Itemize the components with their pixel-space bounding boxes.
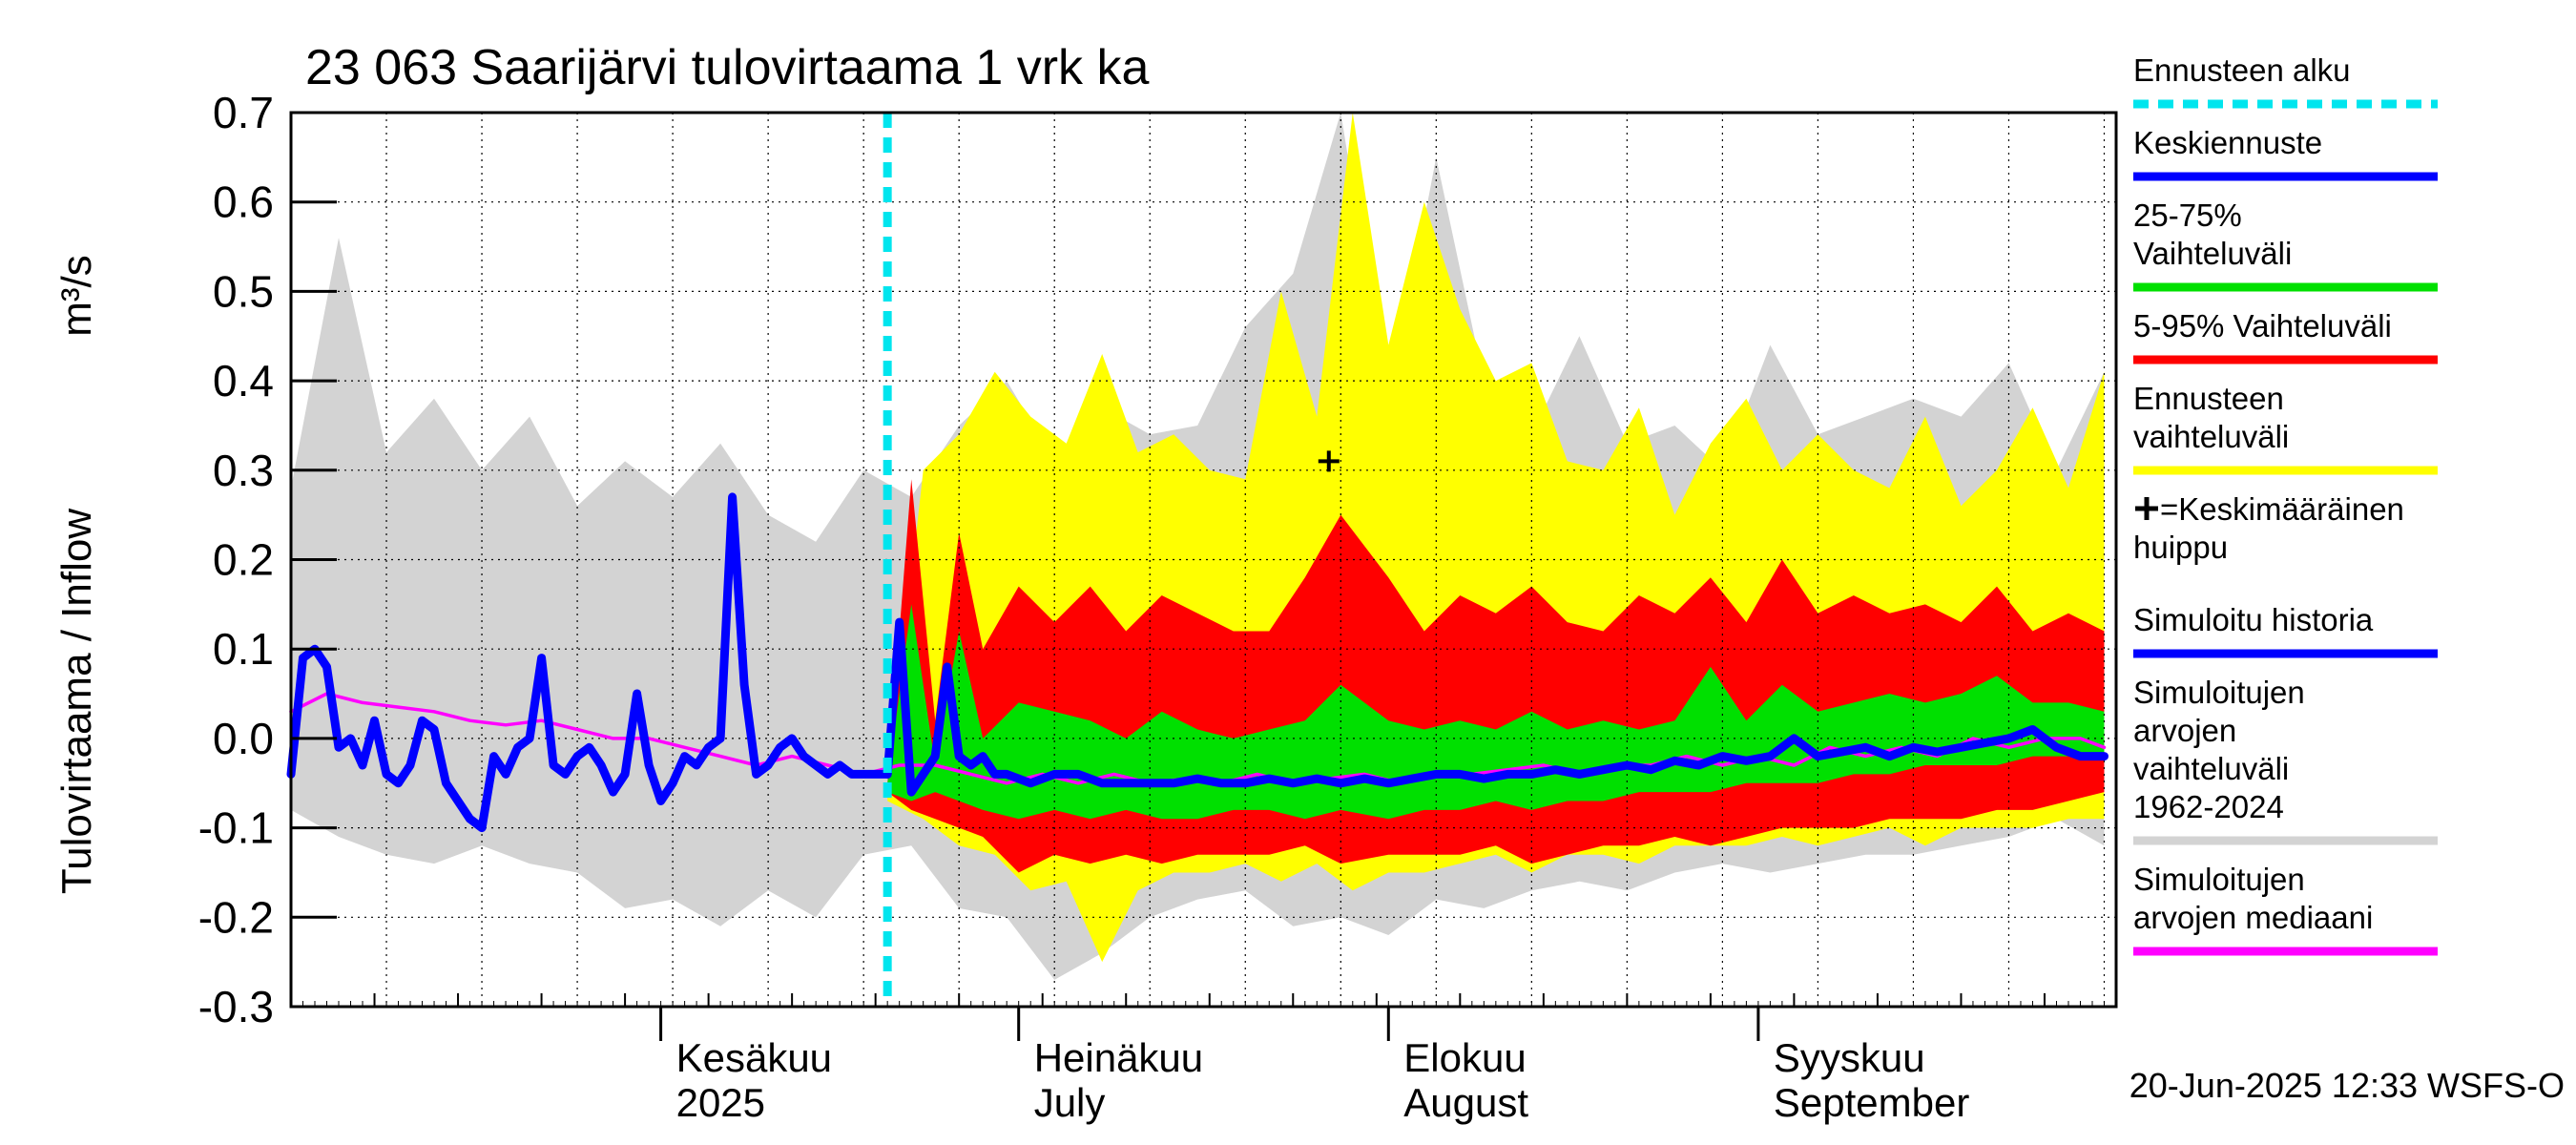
- y-tick-label: 0.6: [213, 177, 274, 227]
- x-month-label-fi: Heinäkuu: [1034, 1035, 1203, 1080]
- plot-area-lines: [286, 113, 2109, 1007]
- x-month-label-en: July: [1034, 1080, 1106, 1125]
- y-axis-label: Tulovirtaama / Inflow: [53, 509, 100, 895]
- x-month-label-en: September: [1774, 1080, 1969, 1125]
- legend-label: 1962-2024: [2133, 789, 2284, 824]
- y-tick-label: 0.7: [213, 88, 274, 137]
- y-axis-unit: m³/s: [53, 255, 100, 337]
- x-month-label-fi: Elokuu: [1403, 1035, 1526, 1080]
- legend-label: Vaihteluväli: [2133, 236, 2292, 271]
- y-tick-label: -0.2: [198, 892, 274, 942]
- legend-label: arvojen mediaani: [2133, 900, 2373, 935]
- y-tick-label: 0.4: [213, 356, 274, 406]
- legend-label: Ennusteen alku: [2133, 52, 2351, 88]
- y-tick-label: -0.3: [198, 982, 274, 1031]
- legend-label: huippu: [2133, 530, 2228, 565]
- legend-label: arvojen: [2133, 713, 2236, 748]
- y-tick-label: 0.1: [213, 624, 274, 674]
- legend-label: 25-75%: [2133, 198, 2242, 233]
- legend-label: Simuloitujen: [2133, 862, 2305, 897]
- axes: -0.3 -0.2 -0.1 0.0 0.1 0.2 0.3 0.4 0.5 0.6 0.7 Kesä…: [198, 88, 2118, 1125]
- line-keskiennuste: [883, 617, 2109, 797]
- x-month-label-en: 2025: [676, 1080, 765, 1125]
- y-tick-label: 0.5: [213, 266, 274, 316]
- legend-label: Keskiennuste: [2133, 125, 2322, 160]
- x-month-label-en: August: [1403, 1080, 1528, 1125]
- legend-label: vaihteluväli: [2133, 419, 2289, 454]
- footer-timestamp: 20-Jun-2025 12:33 WSFS-O: [2129, 1066, 2565, 1105]
- y-tick-label: 0.2: [213, 535, 274, 585]
- legend-label: vaihteluväli: [2133, 751, 2289, 786]
- legend-label: 5-95% Vaihteluväli: [2133, 308, 2392, 344]
- legend-peak-marker: [2135, 497, 2158, 520]
- line-simuloitu-historia: [286, 492, 892, 833]
- y-tick-label: 0.0: [213, 714, 274, 763]
- legend-label: Ennusteen: [2133, 381, 2284, 416]
- y-tick-label: 0.3: [213, 446, 274, 495]
- x-month-label-fi: Syyskuu: [1774, 1035, 1925, 1080]
- legend-label: =Keskimääräinen: [2160, 491, 2404, 527]
- chart-title: 23 063 Saarijärvi tulovirtaama 1 vrk ka: [305, 40, 1149, 95]
- legend-label: Simuloitu historia: [2133, 602, 2374, 637]
- legend: Ennusteen alku Keskiennuste 25-75%Vaihtelu…: [2133, 52, 2438, 956]
- x-month-label-fi: Kesäkuu: [676, 1035, 832, 1080]
- y-tick-label: -0.1: [198, 803, 274, 853]
- band-25-75-vaihteluvali: [887, 604, 2105, 820]
- mean-peak-marker: [1318, 450, 1340, 472]
- legend-label: Simuloitujen: [2133, 675, 2305, 710]
